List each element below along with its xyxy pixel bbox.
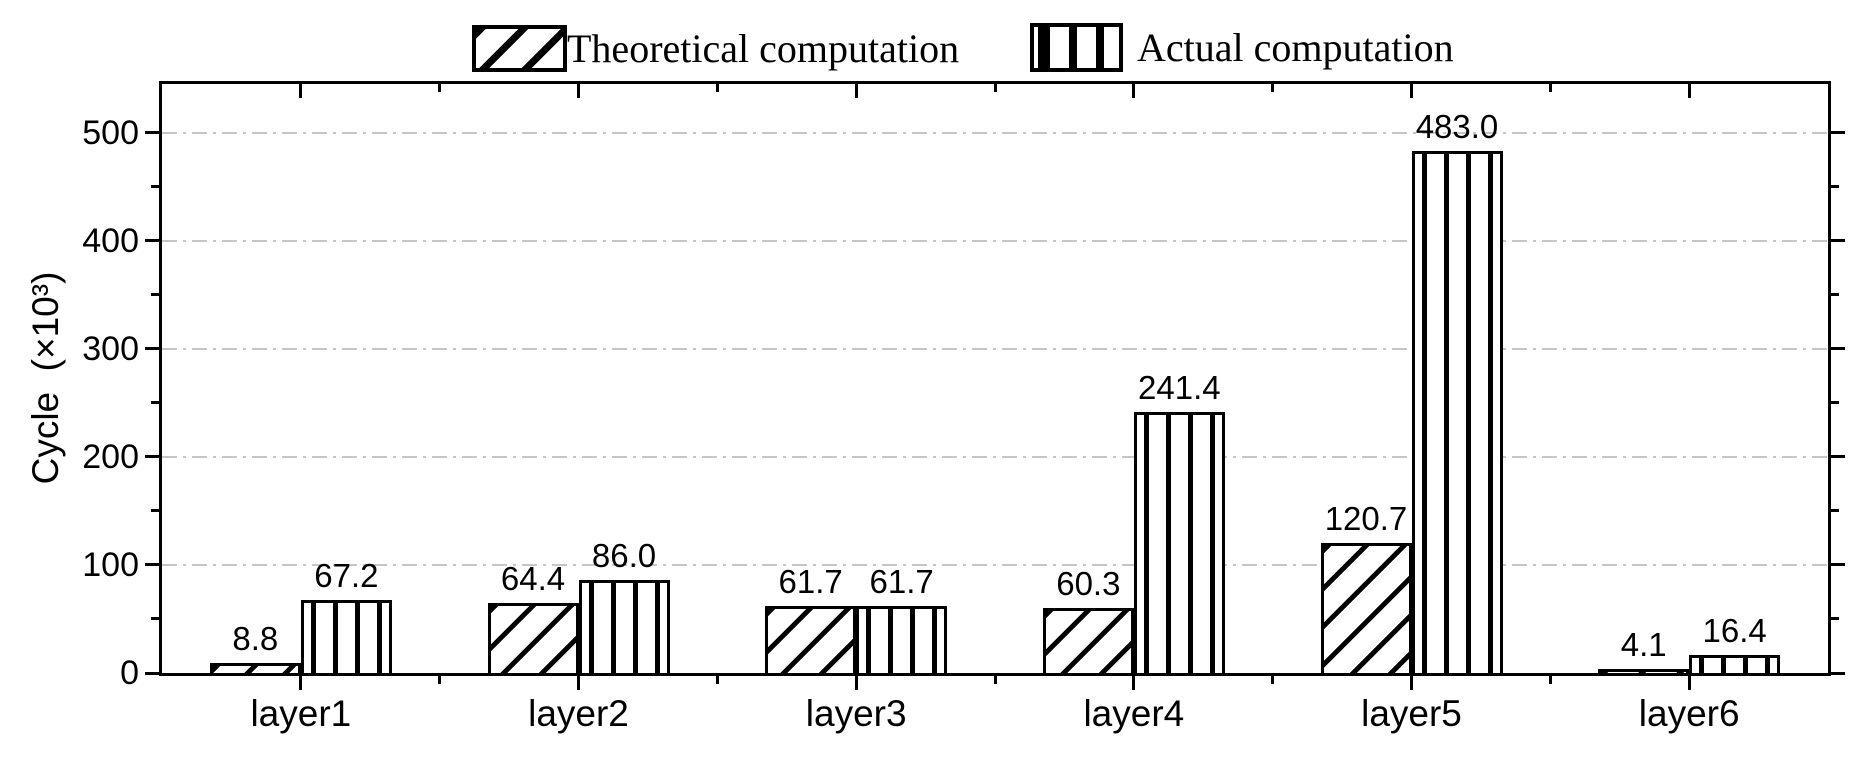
x-category-label: layer2: [528, 693, 629, 734]
y-major-tick: [145, 131, 159, 135]
legend-entry: Actual computation: [1030, 23, 1454, 72]
x-major-tick: [854, 676, 858, 690]
y-minor-tick: [151, 185, 159, 189]
x-major-tick: [1410, 676, 1413, 690]
grid-line: [162, 347, 1828, 350]
x-category-label: layer5: [1361, 693, 1462, 734]
y-minor-tick: [151, 509, 159, 513]
y-major-tick: [145, 671, 159, 675]
bar-value-label: 86.0: [591, 537, 657, 575]
bar-value-label: 120.7: [1324, 499, 1408, 537]
y-tick-label: 300: [82, 329, 139, 368]
top-minor-tick: [1271, 84, 1275, 92]
y-right-major-tick: [1831, 347, 1845, 351]
top-major-tick: [1410, 84, 1413, 98]
bar-value-label: 241.4: [1138, 369, 1221, 407]
x-category-label: layer3: [805, 693, 907, 734]
y-right-major-tick: [1831, 563, 1845, 567]
legend-swatch-diagonal-icon: [472, 25, 567, 72]
x-minor-tick: [715, 676, 719, 684]
bar-value-label: 4.1: [1620, 625, 1667, 663]
bar-value-label: 16.4: [1702, 612, 1767, 650]
bar-vertical-layer6: [1689, 655, 1781, 673]
y-tick-label: 200: [82, 437, 139, 476]
y-tick-label: 0: [120, 654, 139, 692]
y-right-minor-tick: [1831, 185, 1839, 189]
bar-diagonal-layer1: [209, 663, 301, 673]
y-major-tick: [145, 455, 159, 459]
bar-vertical-layer1: [300, 600, 392, 673]
y-right-minor-tick: [1831, 401, 1839, 405]
x-minor-tick: [438, 676, 442, 684]
bar-diagonal-layer5: [1320, 542, 1412, 673]
top-major-tick: [854, 84, 858, 98]
top-minor-tick: [993, 84, 997, 92]
x-minor-tick: [1271, 676, 1275, 684]
y-major-tick: [145, 563, 159, 567]
x-category-label: layer4: [1083, 693, 1185, 734]
top-minor-tick: [438, 84, 442, 92]
top-major-tick: [1687, 84, 1691, 98]
bar-diagonal-layer6: [1598, 668, 1690, 673]
top-minor-tick: [715, 84, 719, 92]
legend-label: Actual computation: [1137, 24, 1454, 70]
x-major-tick: [1687, 676, 1691, 690]
bar-value-label: 60.3: [1056, 564, 1121, 602]
x-major-tick: [577, 676, 580, 690]
grid-line: [162, 455, 1828, 458]
bar-vertical-layer4: [1133, 412, 1225, 673]
bar-value-label: 67.2: [314, 557, 379, 595]
top-minor-tick: [1548, 84, 1552, 92]
y-minor-tick: [151, 617, 159, 621]
y-right-minor-tick: [1831, 617, 1839, 621]
y-right-major-tick: [1831, 671, 1845, 675]
y-right-minor-tick: [1831, 509, 1839, 513]
bar-diagonal-layer2: [487, 603, 579, 673]
bar-vertical-layer5: [1411, 151, 1503, 673]
x-category-label: layer6: [1638, 693, 1740, 734]
x-major-tick: [299, 676, 303, 690]
grid-line: [162, 239, 1828, 242]
legend-entry: Theoretical computation: [472, 25, 959, 72]
legend-label: Theoretical computation: [567, 25, 960, 71]
top-major-tick: [299, 84, 303, 98]
bar-value-label: 483.0: [1415, 108, 1499, 145]
x-minor-tick: [993, 676, 997, 684]
y-minor-tick: [151, 293, 159, 297]
bar-value-label: 61.7: [778, 563, 843, 601]
legend-swatch-vertical-icon: [1030, 23, 1123, 72]
grid-line: [162, 563, 1828, 566]
bar-vertical-layer3: [856, 606, 948, 673]
y-right-major-tick: [1831, 239, 1845, 243]
bar-value-label: 61.7: [869, 563, 934, 601]
x-category-label: layer1: [250, 693, 352, 734]
plot-frame: [159, 81, 1831, 676]
y-tick-label: 500: [82, 113, 139, 152]
bar-value-label: 8.8: [232, 620, 279, 658]
y-major-tick: [145, 347, 159, 351]
y-axis-title: Cycle (×10³): [25, 271, 66, 485]
x-major-tick: [1132, 676, 1136, 690]
y-right-major-tick: [1831, 455, 1845, 459]
y-tick-label: 400: [82, 221, 139, 260]
y-major-tick: [145, 239, 159, 243]
bar-diagonal-layer3: [765, 606, 857, 673]
bar-vertical-layer2: [578, 580, 670, 673]
x-minor-tick: [1548, 676, 1552, 684]
y-tick-label: 100: [82, 545, 139, 584]
y-right-major-tick: [1831, 131, 1845, 135]
bar-value-label: 64.4: [500, 560, 566, 598]
bar-diagonal-layer4: [1042, 607, 1134, 673]
top-major-tick: [577, 84, 580, 98]
y-right-minor-tick: [1831, 293, 1839, 297]
grid-line: [162, 131, 1828, 134]
y-minor-tick: [151, 401, 159, 405]
top-major-tick: [1132, 84, 1136, 98]
